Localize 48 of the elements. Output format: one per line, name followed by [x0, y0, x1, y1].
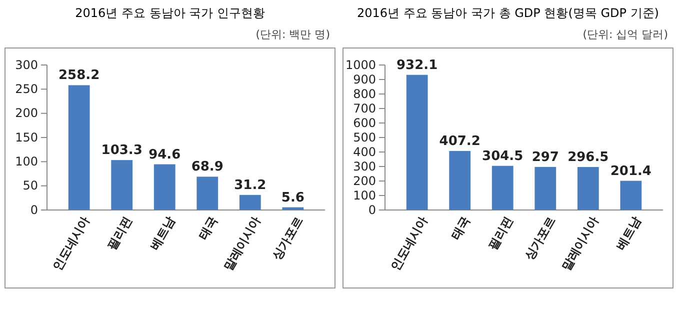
- y-tick-label: 600: [353, 116, 376, 130]
- bar: [449, 150, 471, 210]
- bar: [577, 167, 599, 210]
- data-label: 201.4: [610, 164, 652, 179]
- y-tick-label: 250: [15, 82, 38, 96]
- chart-title: 2016년 주요 동남아 국가 인구현황: [75, 6, 265, 20]
- y-tick-label: 300: [353, 159, 376, 174]
- data-label: 296.5: [568, 150, 609, 166]
- y-tick-label: 200: [15, 106, 38, 120]
- data-label: 258.2: [58, 68, 100, 84]
- y-tick-label: 500: [353, 130, 376, 144]
- bar: [492, 166, 514, 210]
- data-label: 304.5: [482, 148, 524, 164]
- chart-subtitle: (단위: 십억 달러): [582, 28, 668, 41]
- y-tick-label: 700: [353, 101, 376, 116]
- chart-title: 2016년 주요 동남아 국가 총 GDP 현황(명목 GDP 기준): [357, 6, 659, 20]
- bar: [534, 166, 556, 210]
- y-tick-label: 0: [30, 202, 38, 217]
- bar: [620, 180, 642, 210]
- x-tick-label: 태국: [196, 214, 220, 242]
- bar: [111, 160, 133, 210]
- data-label: 68.9: [191, 160, 224, 175]
- y-tick-label: 100: [15, 154, 38, 169]
- bar: [282, 207, 304, 210]
- x-tick-label: 태국: [448, 214, 473, 242]
- y-tick-label: 150: [15, 130, 38, 144]
- y-tick-label: 0: [368, 202, 376, 217]
- y-tick-label: 200: [353, 174, 376, 188]
- y-tick-label: 1000: [345, 58, 376, 72]
- y-tick-label: 50: [22, 178, 38, 193]
- bar: [196, 176, 218, 210]
- data-label: 297: [532, 150, 559, 165]
- chart-subtitle: (단위: 백만 명): [256, 28, 330, 41]
- bar: [239, 194, 261, 210]
- y-tick-label: 400: [353, 144, 376, 159]
- y-tick-label: 800: [353, 86, 376, 101]
- y-tick-label: 900: [353, 72, 376, 86]
- data-label: 5.6: [281, 190, 304, 206]
- bar: [68, 85, 90, 210]
- data-label: 94.6: [148, 147, 181, 162]
- bar: [406, 74, 428, 210]
- bar: [154, 164, 176, 210]
- y-tick-label: 100: [353, 188, 376, 202]
- data-label: 103.3: [101, 143, 142, 158]
- data-label: 31.2: [234, 178, 266, 193]
- y-tick-label: 300: [15, 58, 38, 72]
- data-label: 932.1: [396, 58, 438, 73]
- data-label: 407.2: [439, 134, 480, 149]
